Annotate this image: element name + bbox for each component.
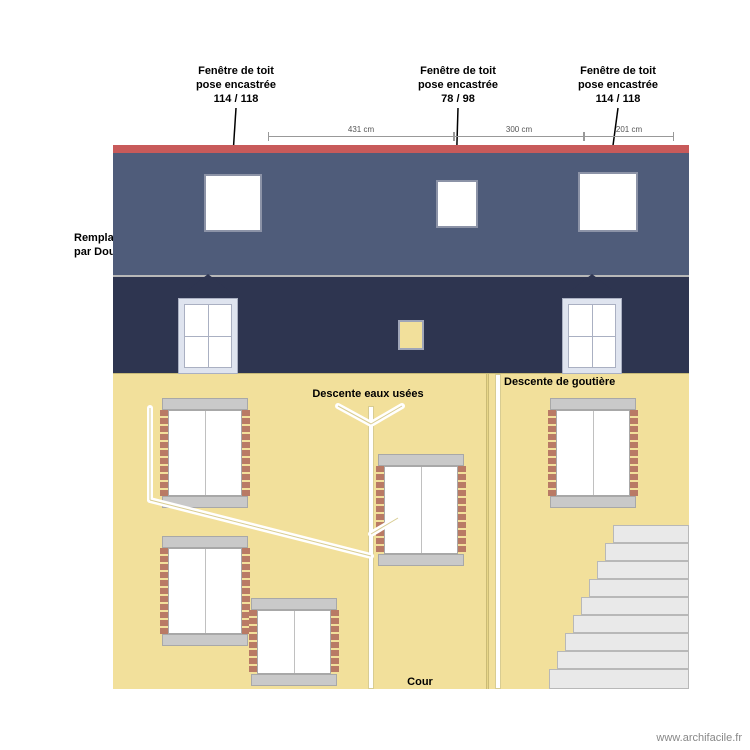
label-skylight-3: Fenêtre de toit pose encastrée 114 / 118 — [558, 65, 678, 106]
label-skylight-1: Fenêtre de toit pose encastrée 114 / 118 — [176, 65, 296, 106]
small-roof-window — [398, 320, 424, 350]
watermark: www.archifacile.fr — [656, 732, 742, 744]
dim-2-label: 300 cm — [506, 125, 532, 134]
dim-3-label: 201 cm — [616, 125, 642, 134]
roof-ridge — [113, 145, 689, 153]
facade-window-2 — [168, 536, 242, 646]
courtyard-wall-steps — [549, 534, 689, 690]
facade-window-4 — [384, 454, 458, 566]
label-gutter: Descente de goutière — [504, 376, 674, 390]
facade-window-1 — [168, 398, 242, 508]
dormer-2 — [562, 298, 622, 374]
skylight-1 — [204, 174, 262, 232]
label-drain: Descente eaux usées — [288, 388, 448, 402]
facade-window-3 — [257, 598, 331, 686]
drain-main — [368, 406, 374, 689]
label-courtyard: Cour — [390, 676, 450, 690]
gutter-downpipe — [495, 374, 501, 689]
skylight-2 — [436, 180, 478, 228]
dim-2 — [454, 136, 584, 137]
dim-1 — [268, 136, 454, 137]
drawing-canvas: Fenêtre de toit pose encastrée 114 / 118… — [0, 0, 750, 750]
facade-window-5 — [556, 398, 630, 508]
label-skylight-2: Fenêtre de toit pose encastrée 78 / 98 — [398, 65, 518, 106]
facade-divider — [486, 374, 489, 689]
skylight-3 — [578, 172, 638, 232]
dormer-1 — [178, 298, 238, 374]
dim-1-label: 431 cm — [348, 125, 374, 134]
dim-3 — [584, 136, 674, 137]
